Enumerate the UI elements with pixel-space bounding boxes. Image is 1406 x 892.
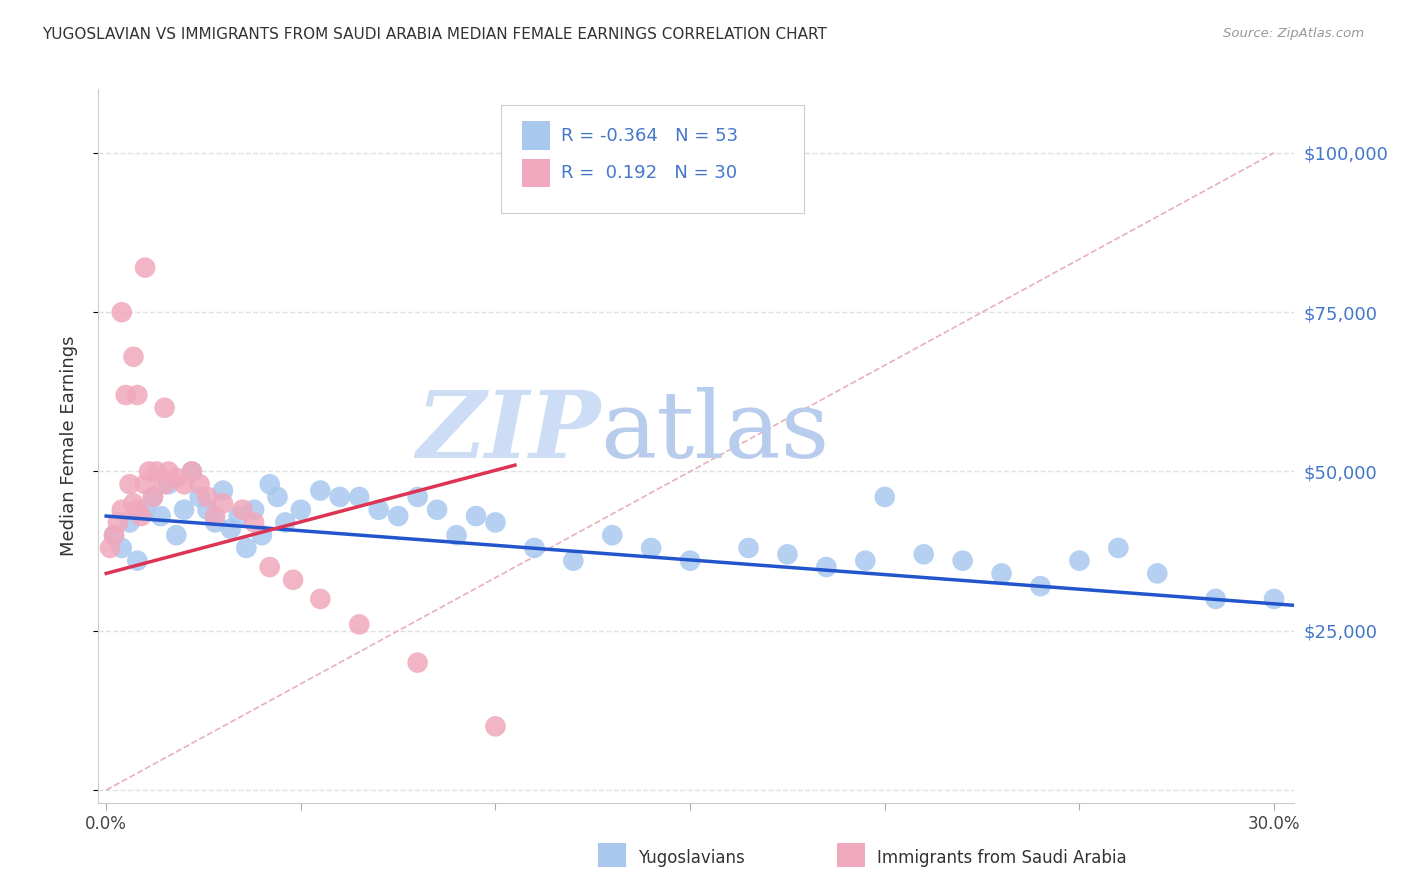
Point xyxy=(484,516,506,530)
Point xyxy=(235,541,257,555)
Point xyxy=(204,509,226,524)
Point xyxy=(165,471,187,485)
Point xyxy=(111,502,134,516)
Point xyxy=(815,560,838,574)
Point xyxy=(129,509,152,524)
Point xyxy=(118,477,141,491)
Point xyxy=(111,305,134,319)
Point xyxy=(111,541,134,555)
Point xyxy=(600,528,623,542)
Point xyxy=(1146,566,1168,581)
Point xyxy=(153,401,176,415)
Text: R = -0.364   N = 53: R = -0.364 N = 53 xyxy=(561,127,738,145)
Point xyxy=(309,483,332,498)
Point xyxy=(349,617,371,632)
Point xyxy=(212,483,235,498)
Point xyxy=(523,541,546,555)
Point xyxy=(259,560,281,574)
Text: ZIP: ZIP xyxy=(416,387,600,476)
Point xyxy=(562,554,585,568)
Point xyxy=(188,477,211,491)
Point xyxy=(309,591,332,606)
Point xyxy=(446,528,468,542)
Point xyxy=(465,509,488,524)
Point xyxy=(114,388,136,402)
Point xyxy=(259,477,281,491)
Point xyxy=(243,502,266,516)
Point xyxy=(142,490,165,504)
Point xyxy=(1107,541,1129,555)
Point xyxy=(157,465,180,479)
Point xyxy=(188,490,211,504)
Point xyxy=(484,719,506,733)
Point xyxy=(281,573,304,587)
Point xyxy=(290,502,312,516)
Point xyxy=(122,350,145,364)
Point xyxy=(349,490,371,504)
Point xyxy=(98,541,121,555)
Point xyxy=(406,656,429,670)
Point xyxy=(149,509,172,524)
Y-axis label: Median Female Earnings: Median Female Earnings xyxy=(59,335,77,557)
Point xyxy=(127,502,149,516)
Point xyxy=(153,477,176,491)
Point xyxy=(231,502,253,516)
Point xyxy=(737,541,759,555)
Point xyxy=(426,502,449,516)
Point xyxy=(142,490,165,504)
Point xyxy=(146,465,169,479)
Point xyxy=(118,516,141,530)
Point xyxy=(127,554,149,568)
Point xyxy=(180,465,202,479)
Point xyxy=(250,528,273,542)
Point xyxy=(204,516,226,530)
Point xyxy=(367,502,389,516)
Text: Yugoslavians: Yugoslavians xyxy=(638,849,745,867)
Point xyxy=(274,516,297,530)
Point xyxy=(1205,591,1227,606)
Point xyxy=(103,528,125,542)
Point xyxy=(180,465,202,479)
Point xyxy=(197,490,219,504)
Point xyxy=(387,509,409,524)
Point xyxy=(679,554,702,568)
Text: Immigrants from Saudi Arabia: Immigrants from Saudi Arabia xyxy=(877,849,1128,867)
Point xyxy=(406,490,429,504)
Point xyxy=(912,547,935,561)
Point xyxy=(266,490,288,504)
Point xyxy=(134,477,156,491)
Point xyxy=(873,490,896,504)
Point xyxy=(138,465,160,479)
Point xyxy=(122,496,145,510)
Point xyxy=(165,528,187,542)
Point xyxy=(173,477,195,491)
Point xyxy=(243,516,266,530)
Text: atlas: atlas xyxy=(600,387,830,476)
Point xyxy=(107,516,129,530)
Point xyxy=(134,502,156,516)
Point xyxy=(853,554,876,568)
Point xyxy=(776,547,799,561)
Point xyxy=(212,496,235,510)
Point xyxy=(640,541,662,555)
Text: YUGOSLAVIAN VS IMMIGRANTS FROM SAUDI ARABIA MEDIAN FEMALE EARNINGS CORRELATION C: YUGOSLAVIAN VS IMMIGRANTS FROM SAUDI ARA… xyxy=(42,27,827,42)
Point xyxy=(228,509,250,524)
Point xyxy=(173,502,195,516)
Text: R =  0.192   N = 30: R = 0.192 N = 30 xyxy=(561,164,737,182)
Point xyxy=(103,528,125,542)
Point xyxy=(157,477,180,491)
Point xyxy=(1029,579,1052,593)
Point xyxy=(1069,554,1091,568)
Point xyxy=(952,554,974,568)
Point xyxy=(219,522,242,536)
Point xyxy=(127,388,149,402)
Point xyxy=(1263,591,1285,606)
Point xyxy=(990,566,1012,581)
Point xyxy=(197,502,219,516)
Text: Source: ZipAtlas.com: Source: ZipAtlas.com xyxy=(1223,27,1364,40)
Point xyxy=(134,260,156,275)
Point xyxy=(329,490,352,504)
